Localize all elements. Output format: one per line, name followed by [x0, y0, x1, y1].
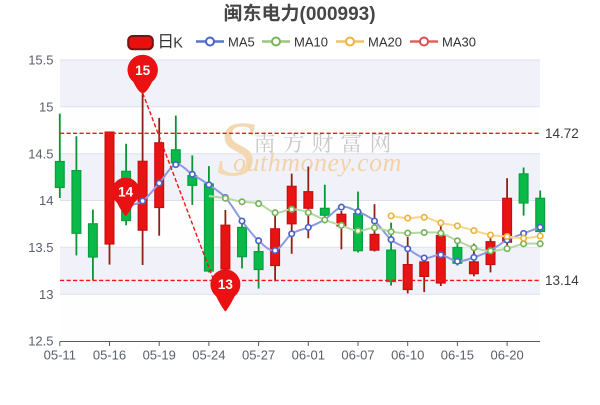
svg-text:14: 14 [118, 184, 134, 199]
svg-text:15: 15 [39, 100, 53, 115]
svg-text:14: 14 [39, 193, 53, 208]
svg-text:14.72: 14.72 [545, 126, 579, 141]
svg-text:12.5: 12.5 [28, 334, 53, 349]
svg-text:06-15: 06-15 [441, 348, 474, 363]
svg-text:05-11: 05-11 [44, 348, 76, 363]
svg-text:MA5: MA5 [228, 34, 255, 49]
svg-text:outhmoney.com: outhmoney.com [233, 148, 402, 177]
svg-text:(000993): (000993) [300, 4, 376, 25]
svg-text:MA30: MA30 [442, 34, 476, 49]
svg-text:14.5: 14.5 [28, 146, 53, 161]
svg-text:06-01: 06-01 [292, 348, 325, 363]
svg-text:05-24: 05-24 [192, 348, 225, 363]
svg-text:S: S [217, 105, 256, 192]
svg-text:05-19: 05-19 [143, 348, 176, 363]
svg-text:15.5: 15.5 [28, 53, 53, 68]
svg-text:15: 15 [135, 63, 151, 78]
svg-text:05-16: 05-16 [93, 348, 126, 363]
svg-text:MA10: MA10 [294, 34, 328, 49]
svg-text:13.14: 13.14 [545, 273, 579, 288]
svg-text:MA20: MA20 [368, 34, 402, 49]
svg-text:06-20: 06-20 [490, 348, 523, 363]
svg-text:06-10: 06-10 [391, 348, 424, 363]
svg-text:13: 13 [39, 287, 53, 302]
svg-text:05-27: 05-27 [242, 348, 275, 363]
svg-text:K: K [173, 36, 183, 52]
svg-text:13: 13 [218, 277, 234, 292]
svg-text:06-07: 06-07 [341, 348, 374, 363]
svg-text:13.5: 13.5 [28, 240, 53, 255]
